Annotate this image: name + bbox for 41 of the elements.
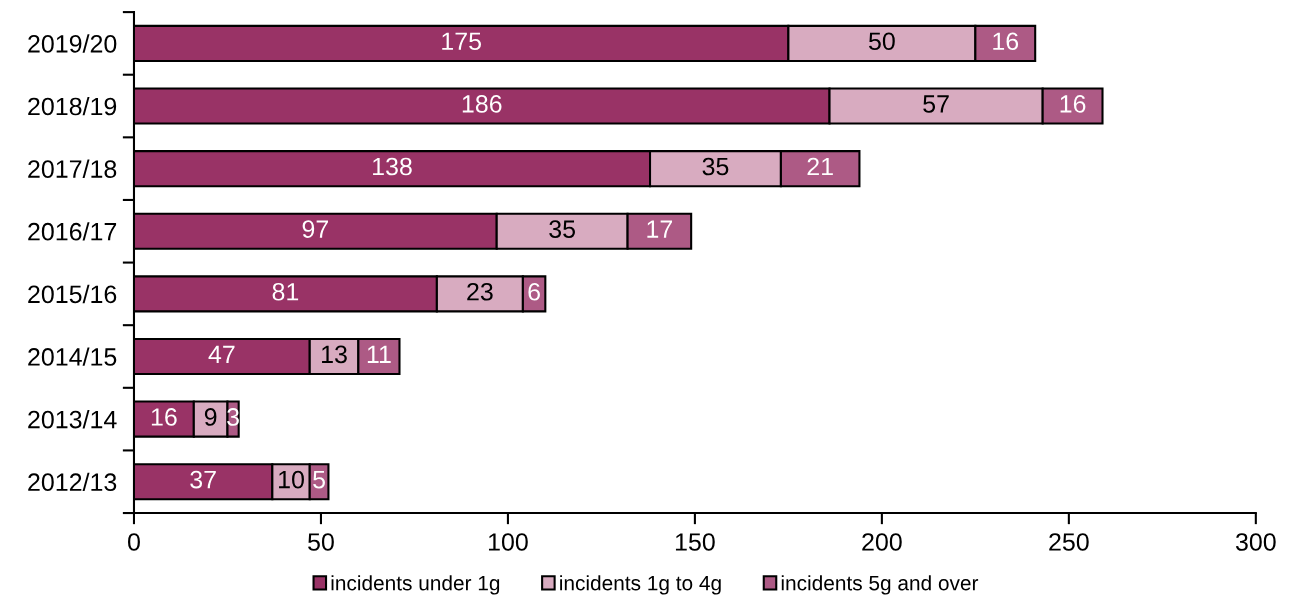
data-label: 47 — [208, 345, 235, 363]
data-label: 37 — [190, 470, 216, 489]
data-label: 9 — [204, 408, 217, 426]
x-tick-label: 0 — [128, 533, 140, 551]
y-tick-label: 2013/14 — [28, 410, 117, 429]
x-tick-label: 250 — [1049, 533, 1089, 551]
data-label: 81 — [272, 282, 299, 301]
x-tick-label: 100 — [488, 533, 528, 551]
y-tick-label: 2019/20 — [28, 34, 117, 53]
data-label: 175 — [442, 32, 481, 51]
data-label: 6 — [528, 282, 540, 301]
data-label: 138 — [373, 157, 412, 176]
x-tick-label: 150 — [675, 533, 715, 551]
y-tick-label: 2017/18 — [28, 159, 117, 178]
data-label: 35 — [549, 220, 576, 238]
data-label: 5 — [313, 471, 325, 489]
data-label: 57 — [923, 95, 949, 113]
data-label: 16 — [151, 408, 177, 426]
data-label: 13 — [322, 345, 347, 364]
data-label: 16 — [993, 32, 1019, 51]
x-tick-label: 50 — [308, 533, 334, 551]
legend-label: incidents under 1g — [331, 575, 500, 595]
legend-label: incidents 5g and over — [781, 575, 979, 595]
data-label: 23 — [467, 282, 493, 301]
legend-label: incidents 1g to 4g — [560, 575, 721, 595]
data-label: 50 — [868, 32, 895, 51]
y-tick-label: 2014/15 — [28, 347, 117, 366]
y-tick-label: 2012/13 — [28, 472, 117, 492]
y-tick-label: 2015/16 — [28, 284, 117, 304]
data-label: 10 — [279, 470, 304, 489]
data-label: 16 — [1060, 95, 1086, 113]
data-label: 21 — [807, 157, 833, 176]
data-label: 97 — [302, 220, 328, 238]
data-label: 186 — [462, 95, 502, 113]
x-tick-label: 300 — [1235, 533, 1276, 551]
y-tick-label: 2018/19 — [28, 96, 117, 116]
data-label: 35 — [702, 157, 729, 176]
x-tick-label: 200 — [862, 533, 902, 551]
data-label: 11 — [367, 345, 391, 363]
data-label: 17 — [647, 220, 673, 238]
y-tick-label: 2016/17 — [28, 222, 117, 241]
